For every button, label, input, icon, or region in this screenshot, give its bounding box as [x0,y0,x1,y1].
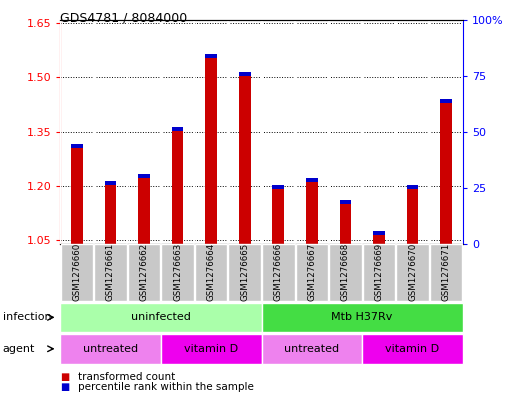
Bar [206,53,217,58]
Text: GSM1276664: GSM1276664 [207,243,215,301]
Bar [339,204,351,244]
Bar [105,181,116,185]
Bar [407,185,418,189]
Text: untreated: untreated [83,344,138,354]
Text: GSM1276668: GSM1276668 [341,243,350,301]
Bar [272,185,284,189]
Text: infection: infection [3,312,51,322]
Bar [206,58,217,244]
Text: GDS4781 / 8084000: GDS4781 / 8084000 [60,12,187,25]
Bar [440,103,452,244]
Text: Mtb H37Rv: Mtb H37Rv [332,312,393,322]
Text: uninfected: uninfected [131,312,191,322]
Text: ■: ■ [60,382,70,392]
Bar [172,131,184,244]
Bar [239,76,251,244]
Text: GSM1276671: GSM1276671 [441,243,451,301]
Text: ■: ■ [60,372,70,382]
Bar [272,189,284,244]
Bar [339,200,351,204]
Bar [105,185,116,244]
Bar [138,178,150,244]
Text: GSM1276665: GSM1276665 [240,243,249,301]
Bar [71,148,83,244]
Bar [172,127,184,131]
Bar [440,99,452,103]
Bar [306,182,317,244]
Bar [138,174,150,178]
Text: vitamin D: vitamin D [184,344,238,354]
Text: GSM1276661: GSM1276661 [106,243,115,301]
Text: GSM1276670: GSM1276670 [408,243,417,301]
Bar [373,235,385,244]
Text: GSM1276662: GSM1276662 [140,243,149,301]
Text: GSM1276667: GSM1276667 [308,243,316,301]
Text: percentile rank within the sample: percentile rank within the sample [78,382,254,392]
Bar [306,178,317,182]
Text: GSM1276666: GSM1276666 [274,243,283,301]
Bar [407,189,418,244]
Bar [373,231,385,235]
Text: GSM1276663: GSM1276663 [173,243,182,301]
Text: transformed count: transformed count [78,372,176,382]
Text: untreated: untreated [285,344,339,354]
Text: GSM1276660: GSM1276660 [72,243,82,301]
Text: GSM1276669: GSM1276669 [374,243,383,301]
Text: agent: agent [3,344,35,354]
Text: vitamin D: vitamin D [385,344,439,354]
Bar [239,72,251,75]
Bar [71,144,83,148]
